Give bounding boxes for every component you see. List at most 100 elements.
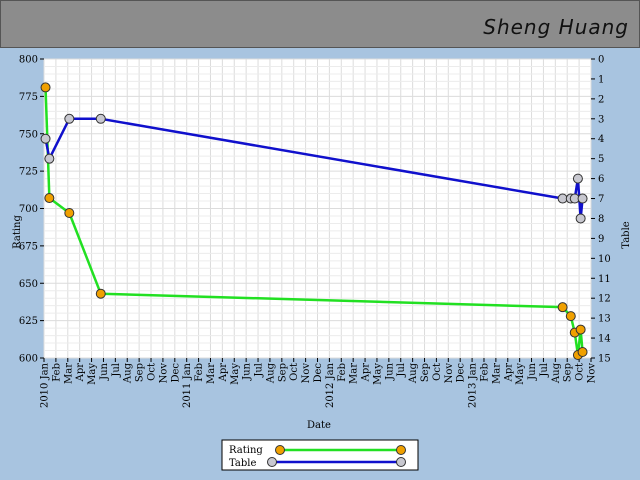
- y-tick-label-right: 13: [598, 314, 611, 325]
- y-tick-label-left: 675: [19, 241, 38, 252]
- legend-marker-rating: [396, 445, 406, 455]
- x-tick-label: Oct: [147, 363, 158, 381]
- x-tick-label: Aug: [551, 362, 562, 384]
- x-tick-label: Sep: [420, 363, 431, 382]
- data-point-table: [572, 173, 583, 184]
- legend: Rating Table: [221, 439, 419, 471]
- y-tick-label-left: 775: [19, 92, 38, 103]
- y-tick-label-left: 600: [19, 354, 38, 365]
- legend-box: [221, 439, 419, 471]
- y-tick-label-right: 6: [598, 174, 604, 185]
- y-tick-label-right: 0: [598, 55, 604, 66]
- x-tick-label: Mar: [491, 363, 502, 384]
- y-tick-label-right: 1: [598, 74, 604, 85]
- y-tick-label-right: 9: [598, 234, 604, 245]
- data-point-rating: [64, 207, 75, 218]
- x-tick-label: Oct: [432, 363, 443, 381]
- data-point-table: [575, 213, 586, 224]
- y-axis-label-left: Rating: [12, 215, 23, 249]
- x-tick-label: Jul: [396, 363, 407, 378]
- y-tick-label-left: 650: [19, 279, 38, 290]
- x-tick-label: Jun: [527, 362, 538, 380]
- x-axis-label: Date: [307, 420, 331, 431]
- data-point-table: [40, 133, 51, 144]
- data-point-table: [557, 193, 568, 204]
- legend-label-table: Table: [229, 458, 256, 469]
- x-tick-label: Oct: [575, 363, 586, 381]
- x-tick-label: 2010 Jan: [40, 362, 51, 408]
- series-layer: [40, 82, 588, 361]
- data-point-table: [44, 153, 55, 164]
- x-tick-label: May: [372, 363, 383, 385]
- legend-marker-rating: [275, 445, 285, 455]
- x-tick-label: Feb: [479, 363, 490, 382]
- x-tick-label: Aug: [123, 362, 134, 384]
- x-tick-label: Sep: [135, 363, 146, 382]
- x-tick-label: Aug: [265, 362, 276, 384]
- x-tick-label: Nov: [301, 363, 312, 384]
- x-tick-label: Dec: [170, 363, 181, 383]
- x-tick-label: 2013 Jan: [468, 362, 479, 408]
- y-tick-label-right: 3: [598, 114, 604, 125]
- x-tick-label: Sep: [277, 363, 288, 382]
- y-tick-label-left: 750: [19, 129, 38, 140]
- x-tick-label: Apr: [503, 363, 514, 383]
- y-tick-label-right: 10: [598, 254, 611, 265]
- x-tick-label: Nov: [158, 363, 169, 384]
- x-tick-label: Feb: [51, 363, 62, 382]
- x-tick-label: Feb: [337, 363, 348, 382]
- data-point-table: [64, 113, 75, 124]
- data-point-rating: [44, 193, 55, 204]
- x-tick-label: Aug: [408, 362, 419, 384]
- data-point-table: [95, 113, 106, 124]
- x-tick-label: Dec: [456, 363, 467, 383]
- y-tick-label-right: 5: [598, 154, 604, 165]
- x-tick-label: Apr: [361, 363, 372, 383]
- x-tick-label: Jul: [254, 363, 265, 378]
- x-tick-label: Mar: [206, 363, 217, 384]
- legend-marker-table: [396, 457, 406, 467]
- x-tick-label: Jul: [111, 363, 122, 378]
- x-tick-label: Jun: [99, 362, 110, 380]
- y-tick-label-left: 625: [19, 316, 38, 327]
- player-name: Sheng Huang: [483, 15, 629, 39]
- y-tick-label-right: 4: [598, 134, 604, 145]
- data-point-rating: [557, 302, 568, 313]
- data-point-rating: [575, 324, 586, 335]
- data-point-table: [577, 193, 588, 204]
- x-tick-label: 2011 Jan: [182, 362, 193, 408]
- x-tick-label: Nov: [587, 363, 598, 384]
- data-point-rating: [565, 311, 576, 322]
- series-line-rating: [44, 87, 584, 357]
- y-tick-label-left: 725: [19, 167, 38, 178]
- grid-lines: [43, 58, 592, 359]
- x-tick-label: Jun: [384, 362, 395, 380]
- legend-label-rating: Rating: [229, 445, 263, 456]
- y-tick-label-right: 11: [598, 274, 611, 285]
- y-axis-label-right: Table: [621, 221, 632, 248]
- legend-marker-table: [267, 457, 277, 467]
- x-tick-label: 2012 Jan: [325, 362, 336, 408]
- x-tick-label: Jul: [539, 363, 550, 378]
- x-tick-label: Mar: [63, 363, 74, 384]
- x-tick-label: Jun: [242, 362, 253, 380]
- x-tick-label: Apr: [218, 363, 229, 383]
- x-tick-label: Oct: [289, 363, 300, 381]
- x-tick-label: Nov: [444, 363, 455, 384]
- data-point-rating: [40, 82, 51, 93]
- y-tick-label-right: 14: [598, 334, 611, 345]
- x-tick-label: May: [230, 363, 241, 385]
- x-tick-label: Dec: [313, 363, 324, 383]
- header-bar: Sheng Huang: [0, 0, 640, 48]
- x-tick-label: May: [87, 363, 98, 385]
- y-tick-label-left: 800: [19, 55, 38, 66]
- y-tick-label-right: 8: [598, 214, 604, 225]
- tick-marks: 2010 Jan Feb Mar Apr May Jun Jul Aug Sep Oct Nov De…: [19, 55, 611, 409]
- data-point-rating: [95, 288, 106, 299]
- y-tick-label-left: 700: [19, 204, 38, 215]
- data-point-rating: [577, 347, 588, 358]
- x-tick-label: May: [515, 363, 526, 385]
- x-tick-label: Mar: [349, 363, 360, 384]
